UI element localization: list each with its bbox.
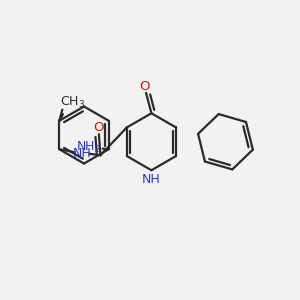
Text: O: O [139,80,150,93]
Text: NH: NH [142,173,161,186]
Text: NH$_2$: NH$_2$ [76,140,101,155]
Text: O: O [94,121,104,134]
Text: CH$_3$: CH$_3$ [60,94,85,110]
Text: NH: NH [73,147,92,160]
